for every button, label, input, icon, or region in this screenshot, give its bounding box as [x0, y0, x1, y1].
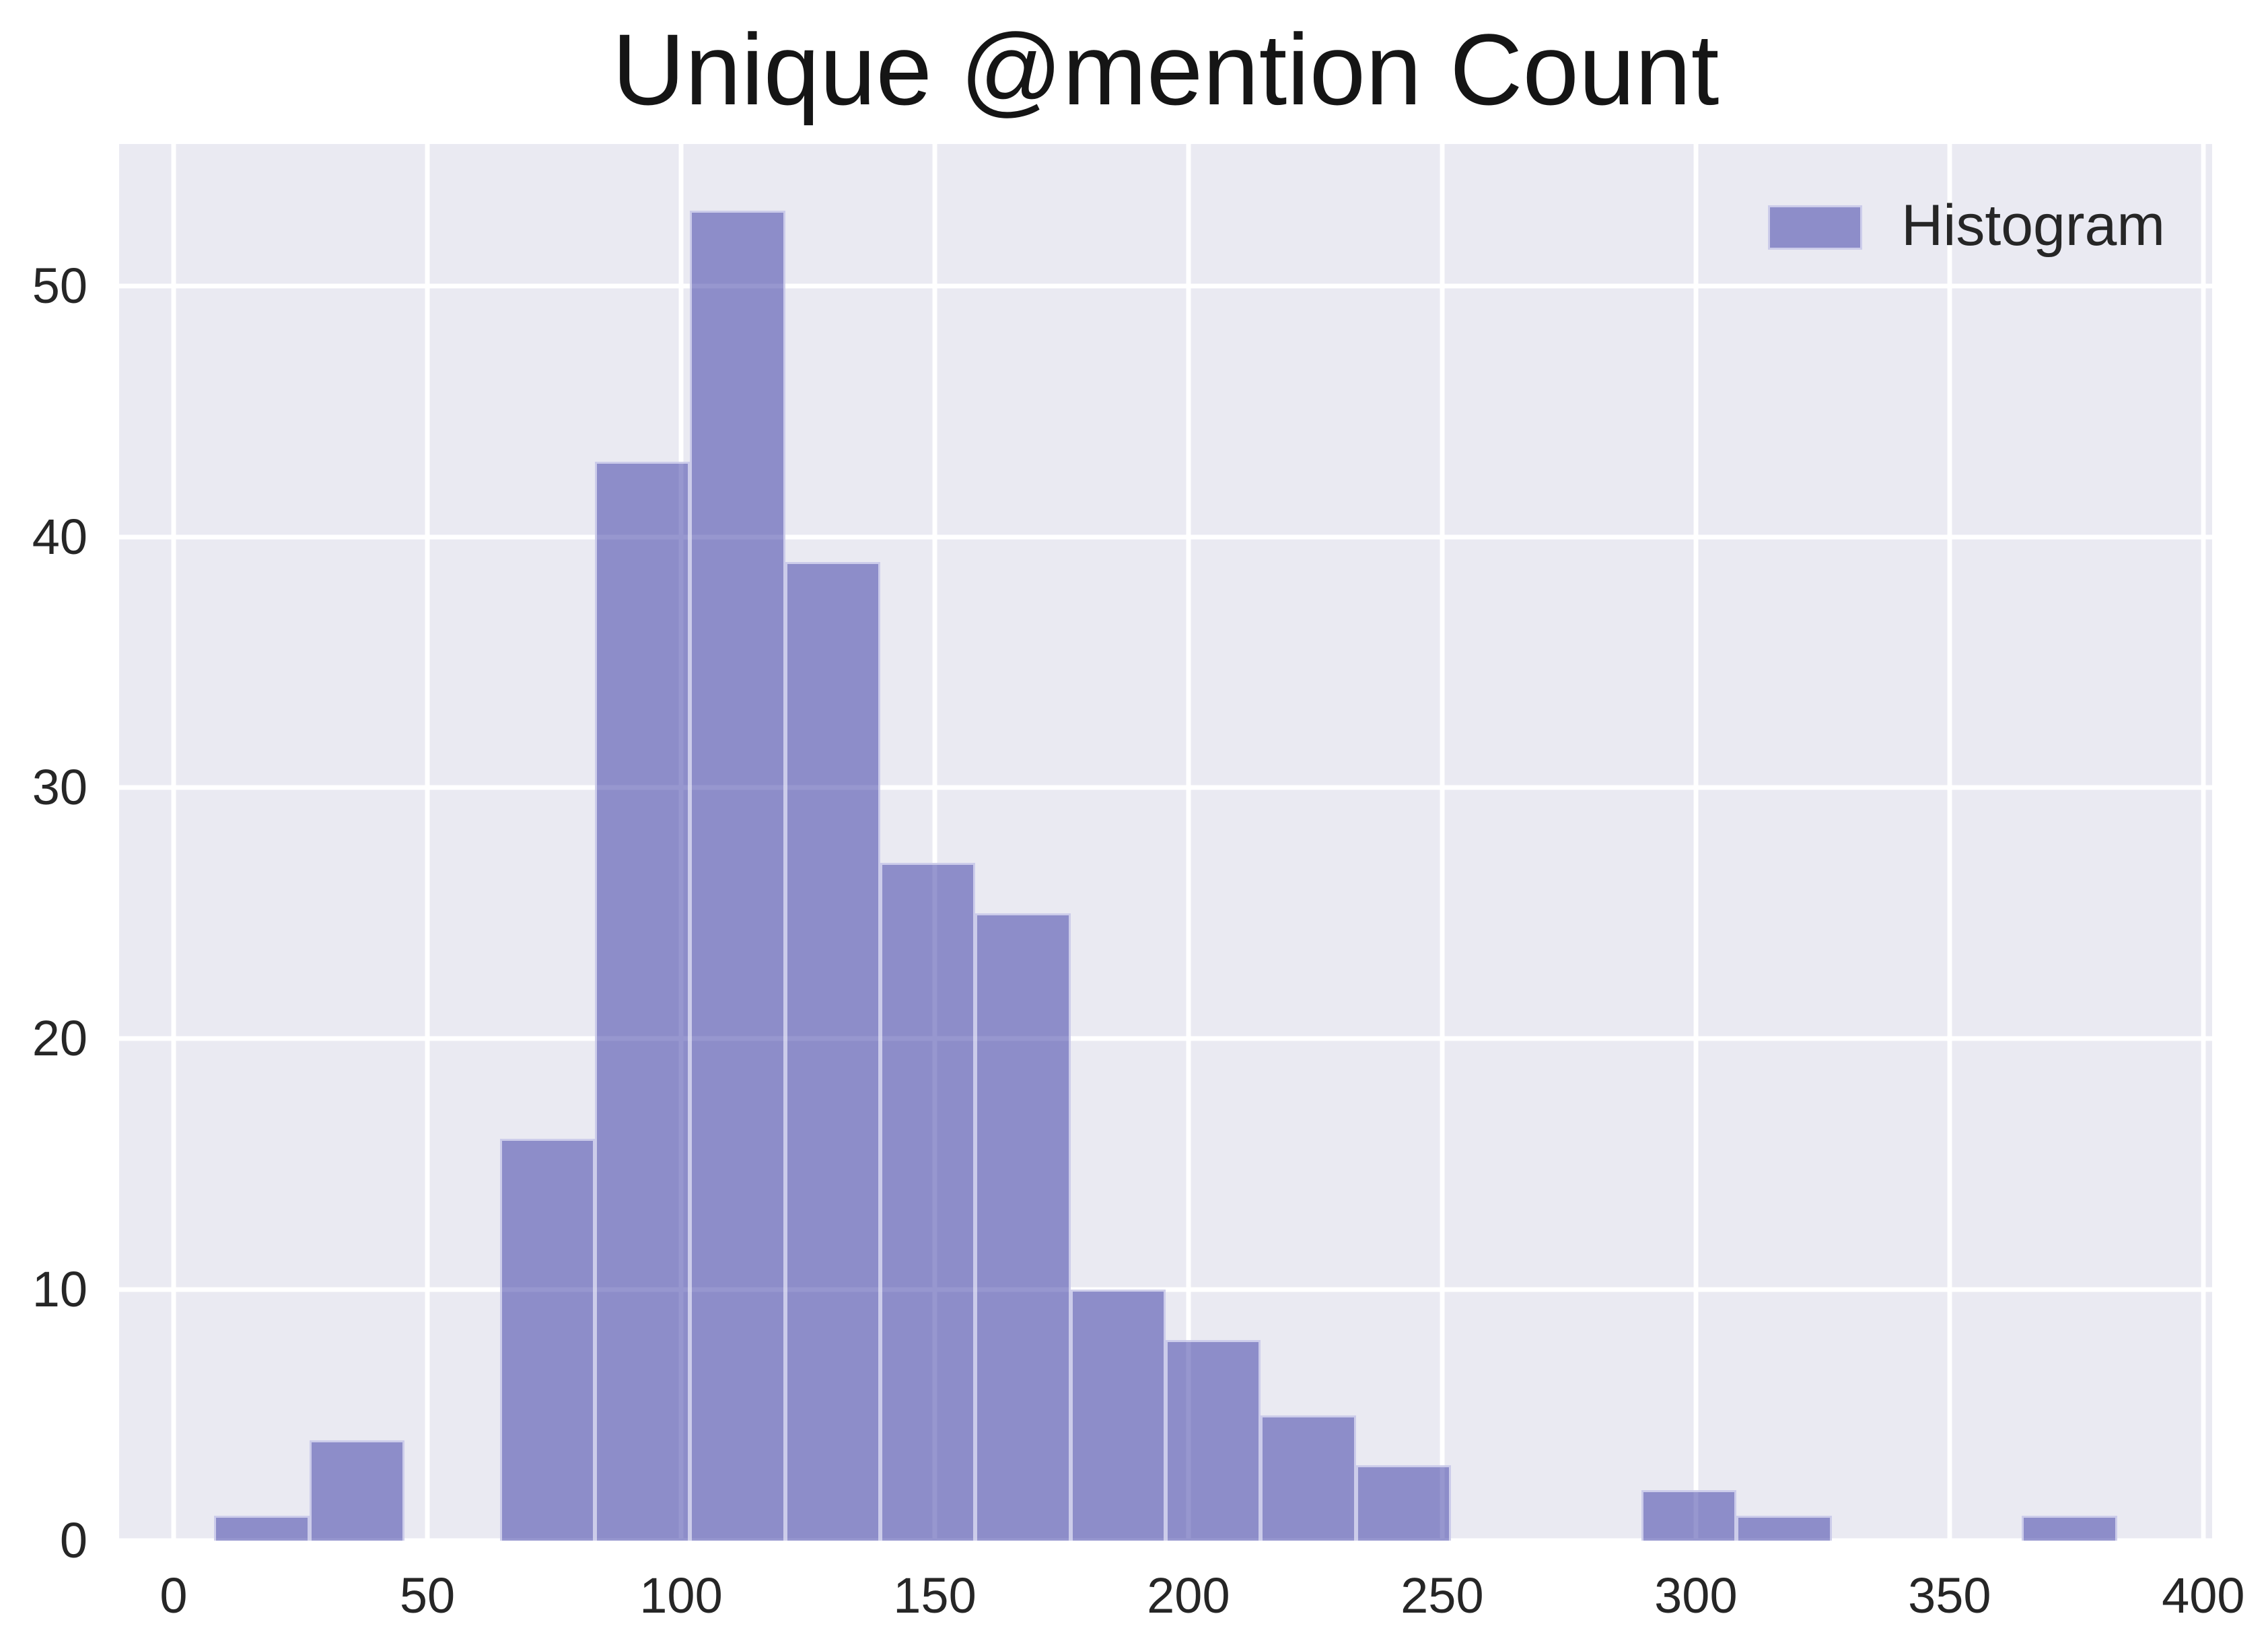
histogram-bar	[499, 1139, 595, 1541]
x-gridline-300	[1693, 144, 1699, 1541]
y-tick-label-20: 20	[32, 1010, 87, 1067]
histogram-bar	[1070, 1290, 1166, 1541]
x-gridline-350	[1947, 144, 1952, 1541]
x-gridline-150	[932, 144, 937, 1541]
histogram-bar	[975, 913, 1071, 1541]
histogram-bar	[880, 863, 976, 1541]
histogram-bar	[1736, 1515, 1832, 1541]
x-gridline-400	[2201, 144, 2206, 1541]
x-tick-label-350: 350	[1908, 1568, 1991, 1623]
y-tick-label-0: 0	[59, 1512, 87, 1568]
histogram-bar	[785, 561, 880, 1541]
legend: Histogram	[1768, 197, 2165, 258]
y-gridline-40	[119, 534, 2212, 539]
x-gridline-250	[1440, 144, 1445, 1541]
x-tick-label-150: 150	[893, 1568, 977, 1623]
chart-title: Unique @mention Count	[612, 13, 1720, 126]
x-tick-label-100: 100	[639, 1568, 723, 1623]
y-gridline-0	[119, 1538, 2212, 1543]
y-tick-label-30: 30	[32, 759, 87, 816]
y-gridline-30	[119, 785, 2212, 790]
x-tick-label-300: 300	[1654, 1568, 1738, 1623]
y-gridline-10	[119, 1287, 2212, 1292]
histogram-bar	[594, 461, 690, 1541]
x-gridline-200	[1186, 144, 1191, 1541]
x-tick-label-50: 50	[399, 1568, 456, 1623]
x-gridline-50	[425, 144, 430, 1541]
x-tick-label-250: 250	[1401, 1568, 1484, 1623]
x-tick-label-0: 0	[160, 1568, 188, 1623]
histogram-bar	[690, 210, 785, 1541]
y-gridline-20	[119, 1036, 2212, 1041]
legend-swatch-histogram	[1768, 205, 1863, 250]
y-tick-label-40: 40	[32, 508, 87, 565]
histogram-bar	[214, 1515, 310, 1541]
histogram-bar	[1261, 1415, 1356, 1541]
legend-label: Histogram	[1901, 193, 2165, 258]
histogram-bar	[309, 1440, 405, 1541]
histogram-bar	[2022, 1515, 2117, 1541]
x-gridline-0	[171, 144, 176, 1541]
histogram-bar	[1641, 1490, 1737, 1541]
y-gridline-50	[119, 283, 2212, 289]
x-tick-label-400: 400	[2162, 1568, 2245, 1623]
histogram-bar	[1355, 1465, 1452, 1541]
x-tick-label-200: 200	[1147, 1568, 1230, 1623]
y-tick-label-50: 50	[32, 257, 87, 314]
plot-area: Histogram	[119, 144, 2212, 1543]
y-tick-label-10: 10	[32, 1261, 87, 1318]
histogram-bar	[1166, 1339, 1261, 1541]
